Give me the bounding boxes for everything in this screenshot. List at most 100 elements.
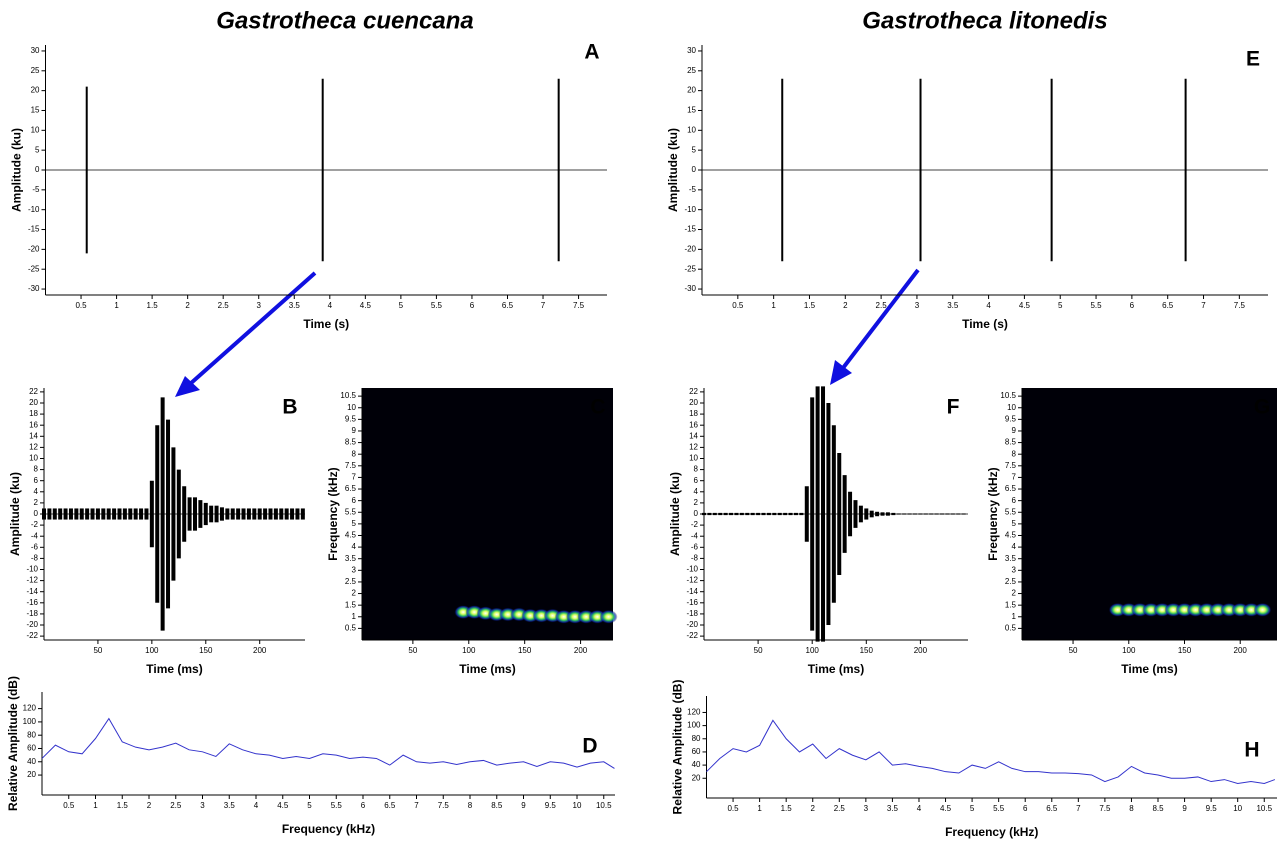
y-tick-label: 1.5 [1005, 600, 1017, 609]
x-tick-label: 6.5 [502, 301, 514, 310]
x-tick-label: 5.5 [331, 801, 343, 810]
y-tick-label: 4 [34, 487, 39, 496]
x-tick-label: 10.5 [596, 801, 612, 810]
panel: 0.5 1 1.5 2 2.5 3 3.5 4 4.5 5 5.5 6 6.5 7 7.5 8 8.5 9 9.5 1… [986, 388, 1277, 676]
x-tick-label: 4.5 [360, 301, 372, 310]
y-tick-label: 6.5 [345, 484, 357, 493]
x-tick-label: 150 [199, 646, 213, 655]
y-tick-label: 9.5 [345, 414, 357, 423]
y-tick-label: 5 [1012, 519, 1017, 528]
x-axis-label: Time (s) [303, 317, 349, 331]
y-tick-label: 6 [352, 496, 357, 505]
x-tick-label: 1.5 [781, 804, 793, 813]
x-axis-label: Time (ms) [459, 662, 515, 676]
y-tick-label: 9.5 [1005, 414, 1017, 423]
y-tick-label: 7.5 [1005, 461, 1017, 470]
x-tick-label: 10 [1233, 804, 1242, 813]
y-tick-label: -12 [26, 576, 38, 585]
y-tick-label: 6.5 [1005, 484, 1017, 493]
energy-patch [1253, 602, 1272, 617]
y-tick-label: -10 [684, 205, 696, 214]
y-tick-label: -16 [26, 598, 38, 607]
y-tick-label: 6 [34, 476, 39, 485]
y-tick-label: 4.5 [1005, 531, 1017, 540]
y-tick-label: 5.5 [345, 507, 357, 516]
x-tick-label: 3.5 [887, 804, 899, 813]
y-tick-label: 16 [689, 420, 698, 429]
x-tick-label: 8.5 [491, 801, 503, 810]
x-tick-label: 5 [970, 804, 975, 813]
y-tick-label: 1 [1012, 612, 1017, 621]
x-tick-label: 100 [145, 646, 159, 655]
y-tick-label: 100 [687, 721, 701, 730]
panel-letter: G [1254, 396, 1270, 419]
y-tick-label: -20 [684, 244, 696, 253]
x-tick-label: 9.5 [545, 801, 557, 810]
y-tick-label: 30 [31, 46, 40, 55]
x-tick-label: 4.5 [277, 801, 289, 810]
y-tick-label: 80 [27, 730, 36, 739]
y-tick-label: 0.5 [345, 623, 357, 632]
y-tick-label: 8 [352, 449, 357, 458]
x-tick-label: 7.5 [1234, 301, 1246, 310]
y-tick-label: -10 [26, 565, 38, 574]
x-tick-label: 200 [253, 646, 267, 655]
x-tick-label: 100 [1122, 646, 1136, 655]
panel-letter: A [584, 41, 599, 64]
x-tick-label: 7 [541, 301, 546, 310]
y-tick-label: 9 [1012, 426, 1017, 435]
x-tick-label: 150 [860, 646, 874, 655]
panel: -30 -25 -20 -15 -10 -5 0 5 10 15 20 25 30 0.5 1 1.5 2 2.5… [666, 45, 1268, 331]
y-tick-label: -14 [686, 587, 698, 596]
x-tick-label: 10 [573, 801, 582, 810]
x-tick-label: 5 [399, 301, 404, 310]
y-tick-label: 80 [692, 734, 701, 743]
x-tick-label: 7 [1201, 301, 1206, 310]
x-tick-label: 5.5 [431, 301, 443, 310]
y-tick-label: 30 [687, 46, 696, 55]
x-tick-label: 0.5 [732, 301, 744, 310]
y-tick-label: 7.5 [345, 461, 357, 470]
y-axis-label: Relative Amplitude (dB) [671, 680, 685, 815]
y-tick-label: 8 [34, 465, 39, 474]
x-tick-label: 6.5 [1162, 301, 1174, 310]
x-tick-label: 7 [414, 801, 419, 810]
y-tick-label: 4 [694, 487, 699, 496]
y-tick-label: 8.5 [1005, 438, 1017, 447]
panel-letter: E [1246, 48, 1260, 71]
x-tick-label: 1 [771, 301, 776, 310]
x-tick-label: 6 [1023, 804, 1028, 813]
y-tick-label: -22 [26, 631, 38, 640]
y-tick-label: -5 [32, 185, 40, 194]
x-tick-label: 5 [307, 801, 312, 810]
panel-letter: H [1244, 739, 1259, 762]
x-tick-label: 9.5 [1206, 804, 1218, 813]
y-tick-label: 5 [35, 145, 40, 154]
y-tick-label: 10.5 [340, 391, 356, 400]
x-tick-label: 4 [917, 804, 922, 813]
x-tick-label: 7.5 [438, 801, 450, 810]
y-tick-label: 2 [34, 498, 39, 507]
y-axis-label: Amplitude (ku) [10, 128, 24, 212]
x-tick-label: 1.5 [147, 301, 159, 310]
y-tick-label: 120 [23, 704, 37, 713]
y-tick-label: 2 [694, 498, 699, 507]
x-tick-label: 9 [521, 801, 526, 810]
figure-title: Gastrotheca cuencana [216, 7, 473, 34]
y-tick-label: 3 [352, 565, 357, 574]
y-tick-label: 3 [1012, 565, 1017, 574]
y-tick-label: 6 [694, 476, 699, 485]
x-tick-label: 4.5 [1019, 301, 1031, 310]
plot-background [1022, 388, 1277, 640]
y-tick-label: 10 [687, 125, 696, 134]
y-tick-label: 60 [27, 744, 36, 753]
x-tick-label: 7 [1076, 804, 1081, 813]
y-tick-label: 6 [1012, 496, 1017, 505]
y-tick-label: -18 [686, 609, 698, 618]
y-tick-label: 7 [1012, 473, 1017, 482]
y-axis-label: Amplitude (ku) [668, 472, 682, 556]
y-tick-label: 0 [694, 509, 699, 518]
y-tick-label: 5 [692, 145, 697, 154]
y-tick-label: -14 [26, 587, 38, 596]
y-tick-label: -16 [686, 598, 698, 607]
